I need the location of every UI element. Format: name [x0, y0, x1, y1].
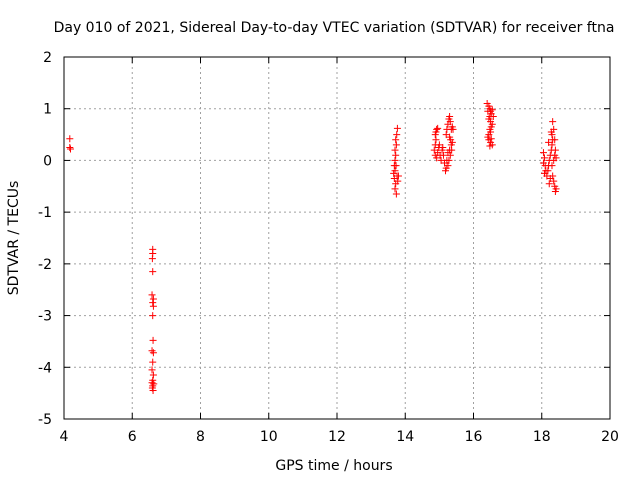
data-point-marker [148, 291, 156, 299]
y-tick-label: -3 [38, 309, 52, 325]
data-point-marker [449, 125, 457, 133]
data-point-marker [149, 371, 157, 379]
y-tick-labels: -5 -4 -3 -2 -1 0 1 2 [38, 50, 52, 428]
data-point-marker [149, 358, 157, 366]
y-tick-label: 0 [43, 153, 52, 169]
data-point-marker [548, 162, 556, 170]
data-point-marker [392, 136, 400, 144]
data-point-marker [545, 138, 553, 146]
data-point-marker [446, 118, 454, 126]
data-point-marker [393, 131, 401, 139]
data-point-marker [394, 177, 402, 185]
data-point-marker [446, 112, 454, 120]
x-tick-label: 14 [396, 429, 414, 445]
data-point-marker [394, 172, 402, 180]
data-point-marker [540, 154, 548, 162]
data-point-marker [551, 136, 559, 144]
x-tick-label: 4 [60, 429, 69, 445]
data-point-marker [392, 151, 400, 159]
x-tick-label: 16 [465, 429, 483, 445]
data-point-marker [149, 295, 157, 303]
data-point-marker [393, 124, 401, 132]
data-point-marker [445, 156, 453, 164]
data-point-marker [149, 349, 157, 357]
axis-ticks [63, 56, 611, 420]
data-point-marker [550, 125, 558, 133]
data-point-marker [448, 138, 456, 146]
chart-title: Day 010 of 2021, Sidereal Day-to-day VTE… [54, 20, 615, 36]
data-point-marker [149, 387, 157, 395]
data-point-marker [66, 135, 74, 143]
x-tick-label: 18 [533, 429, 551, 445]
data-point-marker [66, 145, 74, 153]
data-point-marker [434, 124, 442, 132]
data-point-marker [487, 135, 495, 143]
data-point-marker [448, 146, 456, 154]
data-point-marker [552, 154, 560, 162]
data-point-marker [392, 190, 400, 198]
data-point-marker [148, 366, 156, 374]
data-point-marker [391, 156, 399, 164]
data-point-marker [488, 106, 496, 114]
data-point-marker [439, 151, 447, 159]
x-tick-label: 12 [328, 429, 346, 445]
data-point-marker [545, 180, 553, 188]
data-point-marker [391, 146, 399, 154]
data-point-marker [66, 144, 74, 151]
data-points [66, 100, 560, 395]
x-tick-label: 20 [601, 429, 619, 445]
data-point-marker [391, 185, 399, 193]
x-tick-labels: 4 6 8 10 12 14 16 18 20 [60, 429, 619, 445]
data-point-marker [439, 144, 447, 151]
data-point-marker [149, 268, 157, 276]
y-tick-label: 1 [43, 102, 52, 118]
data-point-marker [489, 112, 497, 120]
data-point-marker [433, 125, 441, 133]
data-point-marker [444, 162, 452, 170]
data-point-marker [390, 169, 398, 177]
data-point-marker [484, 107, 492, 115]
data-point-marker [148, 255, 156, 263]
y-tick-label: -4 [38, 360, 52, 376]
y-axis-label: SDTVAR / TECUs [6, 181, 22, 296]
grid-lines [64, 57, 610, 419]
y-tick-label: -5 [38, 412, 52, 428]
data-point-marker [149, 336, 157, 344]
y-tick-label: 2 [43, 50, 52, 66]
data-point-marker [392, 141, 400, 149]
x-tick-label: 10 [260, 429, 278, 445]
data-point-marker [539, 149, 547, 157]
data-point-marker [392, 162, 400, 170]
data-point-marker [149, 299, 157, 307]
data-point-marker [546, 175, 554, 183]
data-point-marker [149, 312, 157, 320]
data-point-marker [544, 167, 552, 175]
data-point-marker [549, 118, 557, 126]
data-point-marker [486, 142, 494, 150]
data-point-marker [446, 151, 454, 159]
x-axis-label: GPS time / hours [275, 458, 392, 474]
y-tick-label: -1 [38, 205, 52, 221]
x-tick-label: 8 [196, 429, 205, 445]
y-tick-label: -2 [38, 257, 52, 273]
data-point-marker [551, 146, 559, 154]
data-point-marker [149, 302, 157, 310]
data-point-marker [552, 185, 560, 193]
x-tick-label: 6 [128, 429, 137, 445]
data-point-marker [432, 136, 440, 144]
